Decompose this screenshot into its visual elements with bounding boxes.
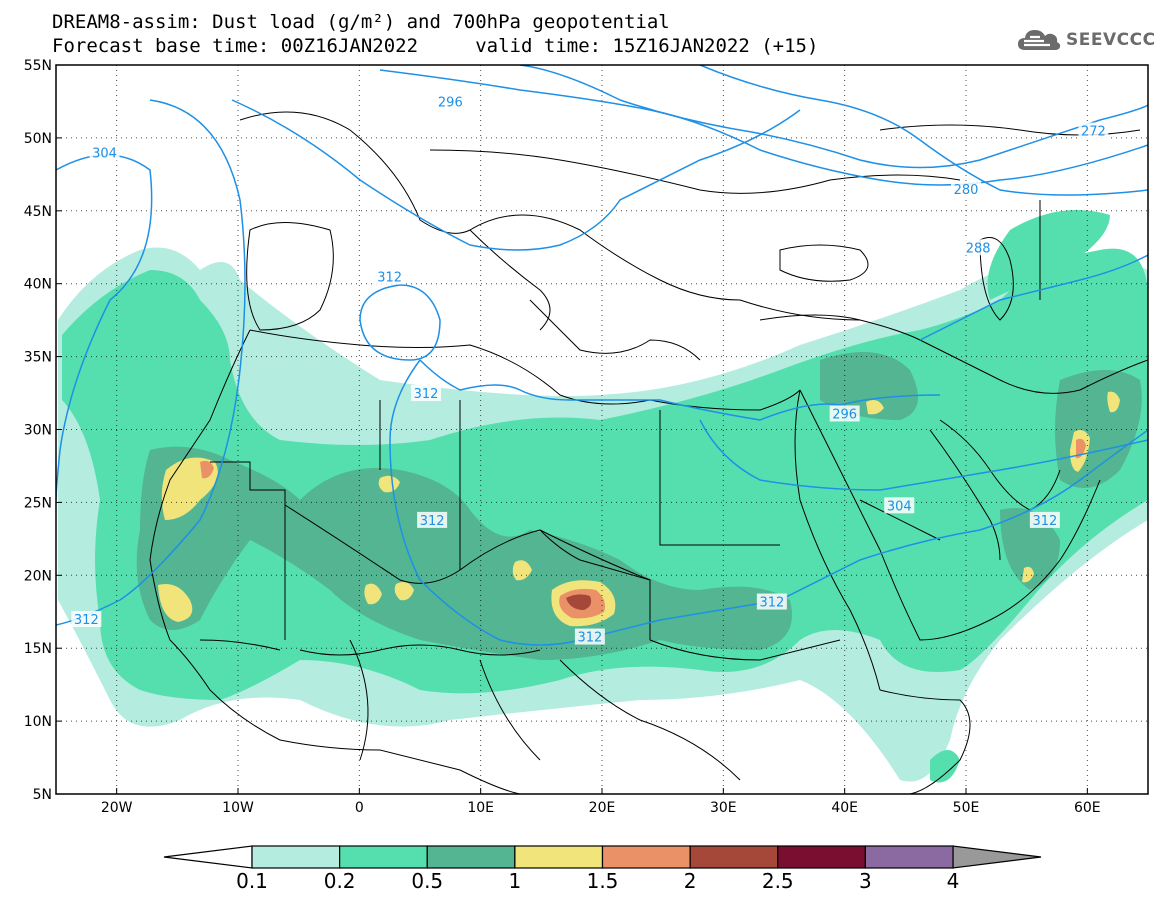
lat-tick-label: 50N xyxy=(24,131,52,147)
colorbar-segment xyxy=(777,845,866,869)
contour-label-bg xyxy=(417,511,448,528)
logo-text: SEEVCCC xyxy=(1066,30,1156,50)
lat-tick-label: 20N xyxy=(24,568,52,584)
contour-label: 312 xyxy=(759,596,784,611)
contour-label-bg xyxy=(829,405,860,422)
colorbar-label: 0.5 xyxy=(411,869,443,893)
lat-tick-label: 40N xyxy=(24,277,52,293)
chart-title-line-1: DREAM8-assim: Dust load (g/m²) and 700hP… xyxy=(52,11,670,33)
colorbar-label: 0.2 xyxy=(324,869,356,893)
contour-label: 312 xyxy=(1032,514,1057,529)
lat-tick-label: 45N xyxy=(24,204,52,220)
lat-tick-label: 15N xyxy=(24,641,52,657)
lon-tick-label: 60E xyxy=(1074,800,1101,816)
contour-label: 312 xyxy=(577,631,602,646)
contour-label: 272 xyxy=(1081,125,1106,140)
lat-tick-label: 55N xyxy=(24,58,52,74)
contour-label-bg xyxy=(756,593,787,610)
lon-tick-label: 40E xyxy=(831,800,858,816)
contour-label-bg xyxy=(374,268,405,285)
lat-lon-grid xyxy=(56,65,1148,794)
contour-label: 312 xyxy=(414,387,439,402)
contour-label: 312 xyxy=(420,514,445,529)
colorbar-segment xyxy=(426,845,516,869)
colorbar-label: 3 xyxy=(859,869,872,893)
contour-label: 296 xyxy=(438,95,463,110)
contour-label-bg xyxy=(435,93,466,110)
lon-tick-label: 50E xyxy=(953,800,980,816)
colorbar-label: 0.1 xyxy=(236,869,268,893)
lon-tick-label: 10W xyxy=(222,800,254,816)
contour-label-bg xyxy=(574,628,605,645)
lat-tick-label: 25N xyxy=(24,495,52,511)
contour-label-bg xyxy=(884,497,915,514)
colorbar-segment xyxy=(251,845,341,869)
contour-label: 304 xyxy=(887,499,912,514)
contour-label-bg xyxy=(951,180,981,197)
contour-label-bg xyxy=(411,385,442,402)
lat-tick-label: 30N xyxy=(24,423,52,439)
lon-tick-label: 10E xyxy=(467,800,494,816)
lat-tick-label: 10N xyxy=(24,714,52,730)
contour-label-bg xyxy=(1029,511,1060,528)
contour-label-bg xyxy=(963,239,994,256)
colorbar-segment xyxy=(339,845,428,869)
contour-label: 312 xyxy=(377,270,402,285)
colorbar-segment xyxy=(514,845,604,869)
seevccc-logo: SEEVCCC xyxy=(1016,25,1156,55)
contour-label: 280 xyxy=(954,183,979,198)
lon-tick-label: 20W xyxy=(101,800,133,816)
contour-label: 304 xyxy=(92,146,117,161)
colorbar-label: 2 xyxy=(684,869,697,893)
lon-tick-label: 20E xyxy=(589,800,616,816)
contour-label-bg xyxy=(89,144,120,161)
geopotential-contours xyxy=(56,65,1148,646)
lat-tick-label: 35N xyxy=(24,350,52,366)
colorbar-segment xyxy=(864,845,954,869)
contour-label: 312 xyxy=(74,613,99,628)
contour-label: 288 xyxy=(966,241,991,256)
chart-title-line-2: Forecast base time: 00Z16JAN2022 valid t… xyxy=(52,35,819,57)
colorbar-label: 4 xyxy=(947,869,960,893)
cloud-icon xyxy=(1018,30,1061,50)
colorbar-under-triangle xyxy=(163,845,253,869)
colorbar-over-triangle xyxy=(952,845,1042,869)
colorbar-label: 1.5 xyxy=(587,869,619,893)
lon-tick-label: 0 xyxy=(355,800,364,816)
lon-tick-label: 30E xyxy=(710,800,737,816)
contour-label: 296 xyxy=(832,407,857,422)
lat-tick-label: 5N xyxy=(33,787,52,803)
contour-labels: 296 304 272 280 288 312 312 312 312 312 312 312 296 3… xyxy=(71,93,1109,646)
colorbar-label: 1 xyxy=(509,869,522,893)
country-borders xyxy=(149,111,1148,794)
colorbar-label: 2.5 xyxy=(762,869,794,893)
colorbar-segment xyxy=(601,845,691,869)
contour-label-bg xyxy=(71,611,102,628)
colorbar-segment xyxy=(689,845,779,869)
contour-label-bg xyxy=(1078,122,1109,139)
axis-ticks: 20W 10W 0 10E 20E 30E 40E 50E 60E 55N 50N 45N 40N 35N… xyxy=(24,58,1101,816)
dust-load-shading xyxy=(58,210,1148,783)
colorbar: 0.1 0.2 0.5 1 1.5 2 2.5 3 4 xyxy=(163,845,1042,893)
